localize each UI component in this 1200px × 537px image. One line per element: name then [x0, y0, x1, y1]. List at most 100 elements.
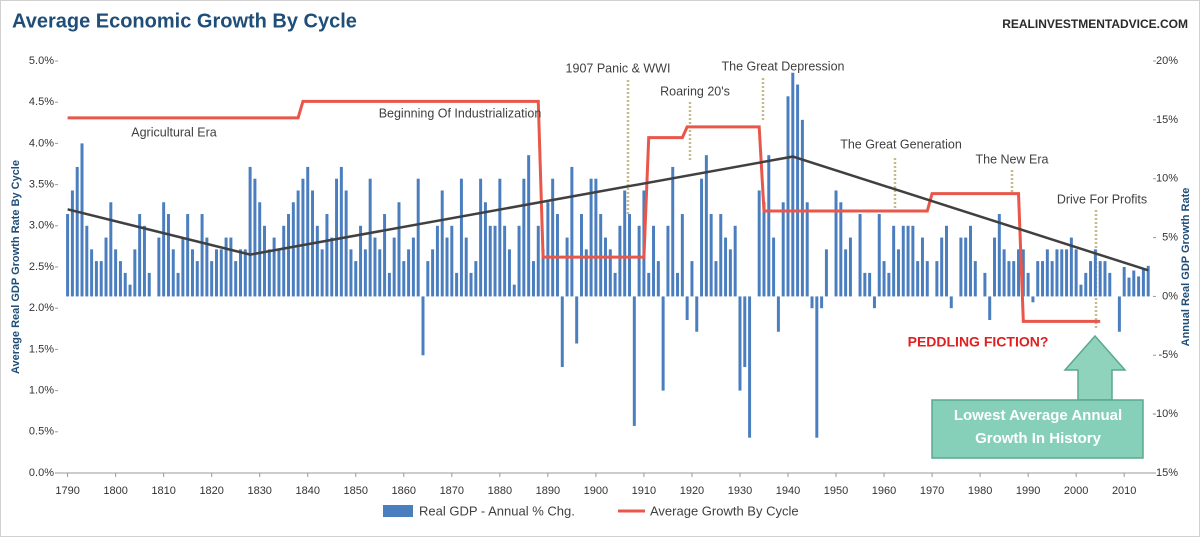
bar	[623, 190, 627, 297]
y-tick-label: 2.5%	[29, 261, 54, 273]
bar	[906, 225, 910, 297]
bar	[834, 190, 838, 297]
bar	[104, 237, 108, 297]
bar	[1146, 265, 1150, 297]
bar	[724, 237, 728, 297]
bar	[877, 214, 881, 297]
bar	[935, 261, 939, 297]
bar	[397, 202, 401, 297]
bar	[776, 296, 780, 332]
bar	[743, 296, 747, 368]
bar	[733, 225, 737, 297]
bar	[570, 166, 574, 297]
bar	[421, 296, 425, 356]
bar	[1021, 249, 1025, 297]
bar	[498, 178, 502, 297]
bar	[214, 249, 218, 297]
bar	[493, 225, 497, 297]
bar	[181, 237, 185, 297]
bar	[205, 237, 209, 297]
bar	[695, 296, 699, 332]
bar	[176, 272, 180, 297]
x-tick-label: 2000	[1064, 485, 1088, 497]
bar	[109, 202, 113, 297]
bar	[560, 296, 564, 368]
average-line	[67, 99, 1101, 323]
bar	[1093, 249, 1097, 297]
bar	[1002, 249, 1006, 297]
y-tick-label: 1.5%	[29, 343, 54, 355]
bar	[90, 249, 94, 297]
bar	[762, 202, 766, 297]
bar	[815, 296, 819, 438]
x-tick-label: 1830	[247, 485, 271, 497]
annotation: 1907 Panic & WWI	[566, 61, 671, 75]
legend-swatch	[383, 505, 413, 517]
bar	[647, 272, 651, 297]
chart-title: Average Economic Growth By Cycle	[12, 10, 357, 32]
bar	[407, 249, 411, 297]
bar	[171, 249, 175, 297]
bar	[786, 96, 790, 297]
bar	[709, 214, 713, 297]
bar	[459, 178, 463, 297]
bar	[195, 261, 199, 297]
bar	[656, 261, 660, 297]
bar	[1122, 267, 1126, 297]
annotation: Beginning Of Industrialization	[379, 106, 542, 120]
annotation: The New Era	[976, 152, 1049, 166]
bar	[392, 237, 396, 297]
bar	[330, 237, 334, 297]
bar	[1045, 249, 1049, 297]
bar	[575, 296, 579, 344]
y2-tick-label: 10%	[1156, 173, 1178, 185]
bar	[296, 190, 300, 297]
bar	[1065, 249, 1069, 297]
bar	[848, 237, 852, 297]
bar	[1103, 261, 1107, 297]
bar	[277, 249, 281, 297]
bar	[839, 202, 843, 297]
bar	[522, 178, 526, 297]
bar	[820, 296, 824, 309]
bar	[1050, 261, 1054, 297]
bar	[767, 155, 771, 297]
bar	[791, 72, 795, 297]
bar	[599, 214, 603, 297]
bar	[517, 225, 521, 297]
x-tick-label: 1930	[728, 485, 752, 497]
bar	[1141, 268, 1145, 297]
bar	[426, 261, 430, 297]
x-tick-label: 1810	[151, 485, 175, 497]
bar	[1031, 296, 1035, 303]
bar	[133, 249, 137, 297]
x-tick-label: 1820	[199, 485, 223, 497]
bar	[911, 225, 915, 297]
bar	[536, 225, 540, 297]
bar	[507, 249, 511, 297]
bar	[387, 272, 391, 297]
x-tick-label: 2010	[1112, 485, 1136, 497]
bar	[166, 214, 170, 297]
x-tick-label: 1970	[920, 485, 944, 497]
annotation: The Great Depression	[722, 59, 845, 73]
y2-tick-label: -15%	[1152, 467, 1178, 479]
bar	[479, 178, 483, 297]
bar	[652, 225, 656, 297]
legend-label: Real GDP - Annual % Chg.	[419, 503, 575, 518]
bar	[719, 214, 723, 297]
trend-line	[67, 155, 1149, 272]
bar	[584, 249, 588, 297]
bar	[267, 249, 271, 297]
bar	[234, 261, 238, 297]
bar	[637, 225, 641, 297]
bar	[118, 261, 122, 297]
x-tick-label: 1940	[776, 485, 800, 497]
bar	[210, 261, 214, 297]
bar	[868, 272, 872, 297]
bar	[757, 190, 761, 297]
bar	[844, 249, 848, 297]
bar	[282, 225, 286, 297]
bar	[925, 261, 929, 297]
bar	[618, 225, 622, 297]
